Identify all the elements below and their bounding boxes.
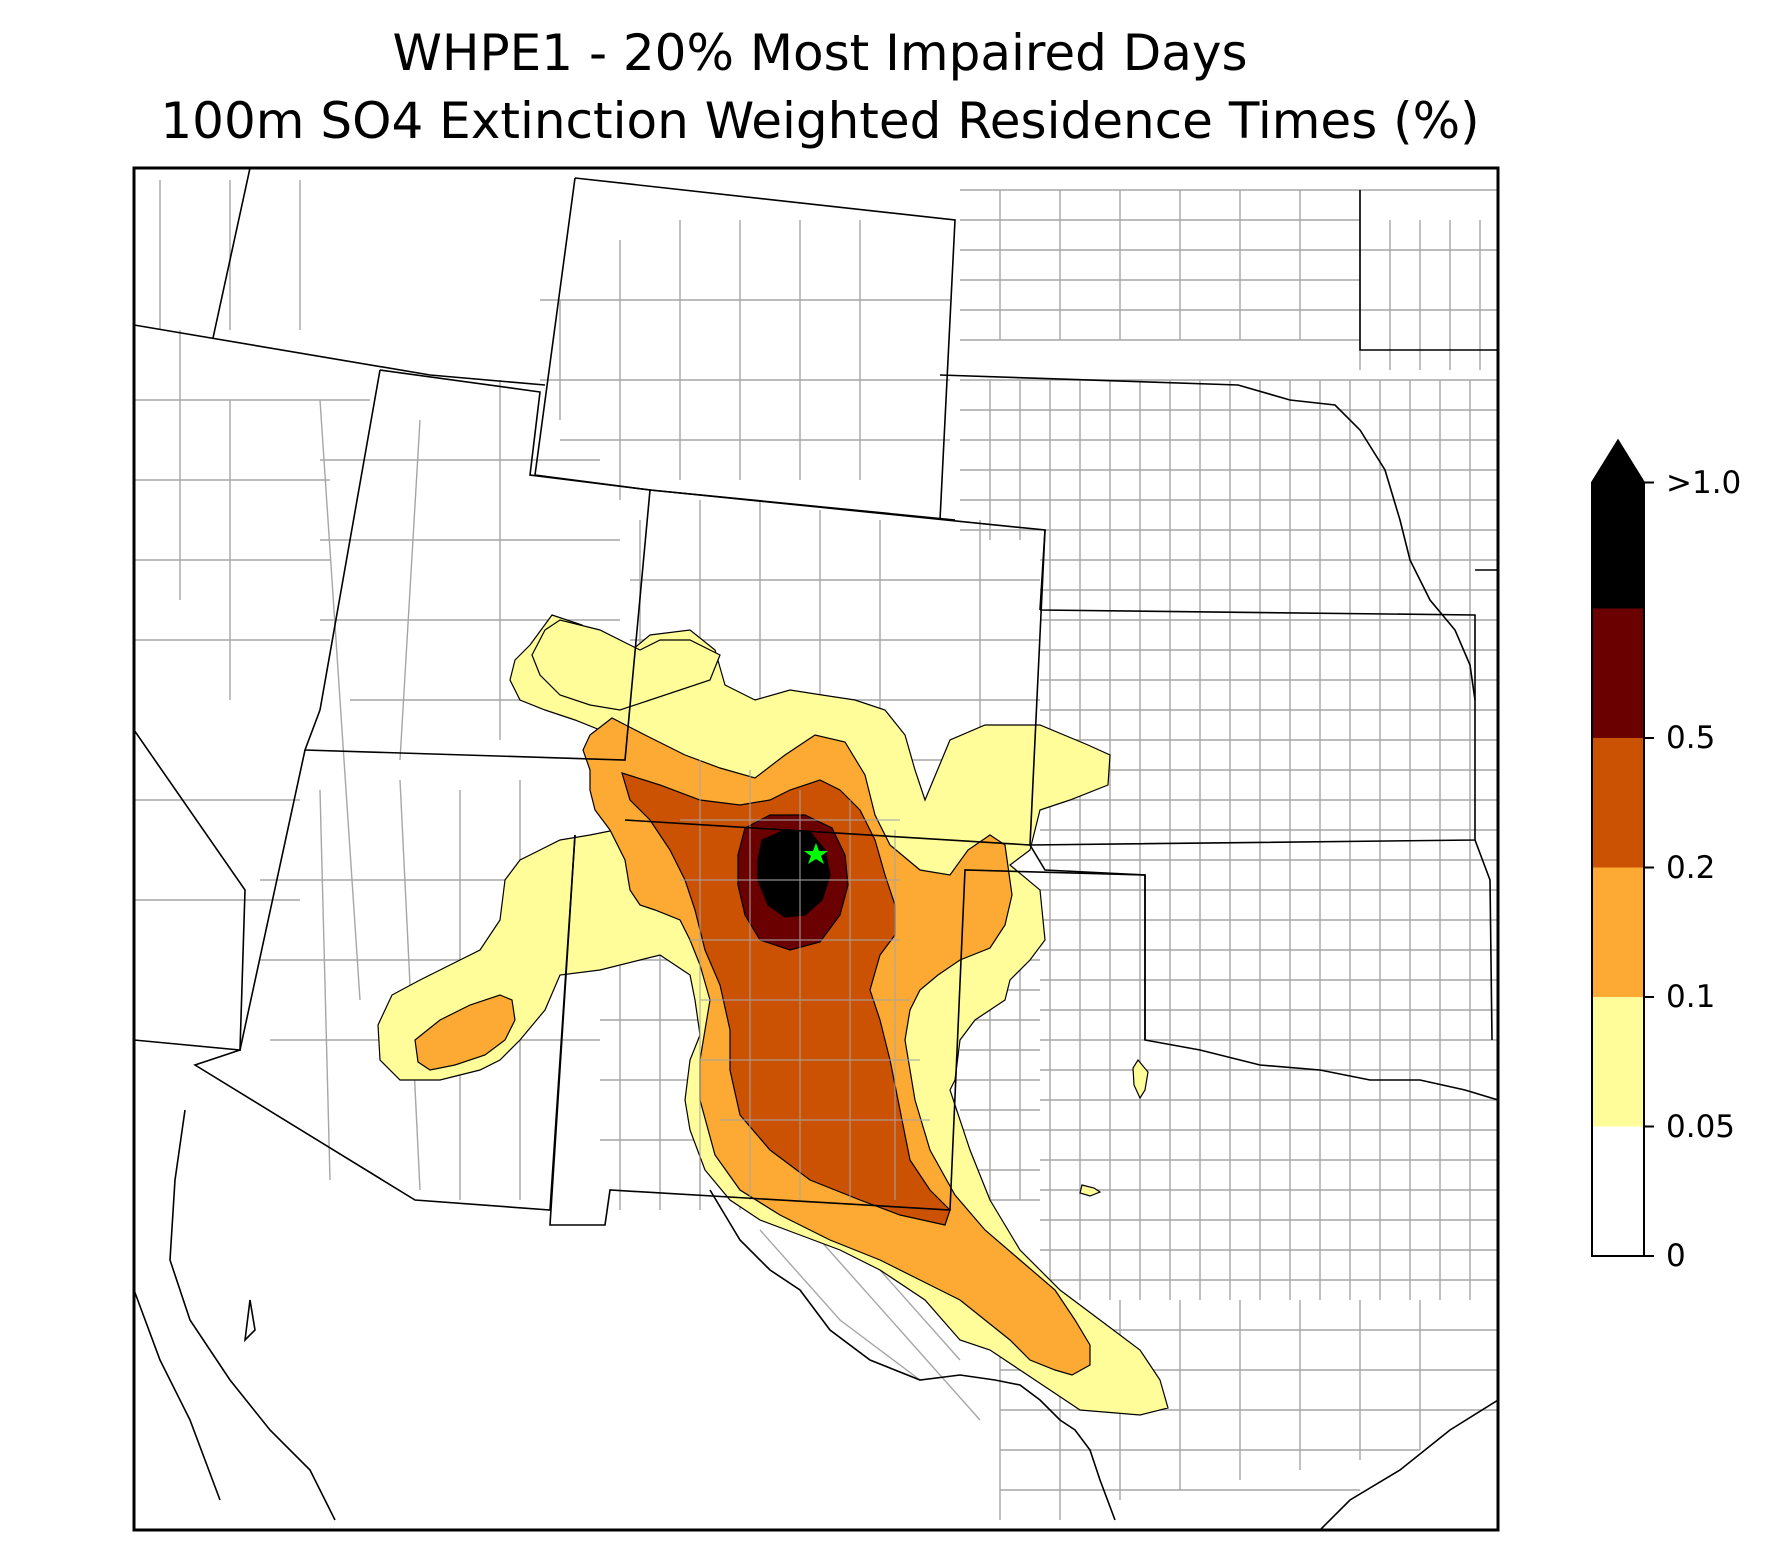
residence-time-contours bbox=[377, 614, 1169, 1416]
contour-0.05-islet-2 bbox=[1079, 1184, 1102, 1197]
contour-0.05-north bbox=[531, 619, 721, 711]
colorbar-segment-0 bbox=[1592, 1126, 1644, 1256]
colorbar-segment-4 bbox=[1592, 608, 1644, 738]
star-icon bbox=[804, 843, 828, 864]
site-marker bbox=[804, 843, 828, 864]
colorbar-extension-arrow bbox=[1592, 440, 1644, 609]
colorbar-outline bbox=[1591, 438, 1645, 1257]
colorbar-label-3: 0.2 bbox=[1666, 849, 1716, 886]
county-borders-overlay bbox=[680, 760, 930, 1200]
colorbar-label-1: 0.05 bbox=[1666, 1108, 1736, 1145]
colorbar-label-2: 0.1 bbox=[1666, 979, 1716, 1015]
colorbar bbox=[1591, 438, 1654, 1257]
colorbar-label-4: 0.5 bbox=[1666, 720, 1716, 756]
state-borders bbox=[134, 168, 1498, 1530]
colorbar-label-0: 0 bbox=[1666, 1238, 1686, 1274]
map-title-line-2: 100m SO4 Extinction Weighted Residence T… bbox=[160, 92, 1480, 150]
contour-0.1-west bbox=[414, 994, 516, 1071]
map-frame bbox=[132, 166, 1500, 1532]
contour-0.2-main bbox=[621, 772, 951, 1226]
colorbar-segment-2 bbox=[1592, 867, 1644, 997]
colorbar-label-5: >1.0 bbox=[1666, 464, 1742, 501]
map-area bbox=[134, 168, 1498, 1530]
contour-0.05-islet-1 bbox=[1132, 1058, 1149, 1100]
colorbar-segment-1 bbox=[1592, 997, 1644, 1127]
colorbar-segment-3 bbox=[1592, 738, 1644, 868]
map-title-line-1: WHPE1 - 20% Most Impaired Days bbox=[392, 24, 1248, 82]
